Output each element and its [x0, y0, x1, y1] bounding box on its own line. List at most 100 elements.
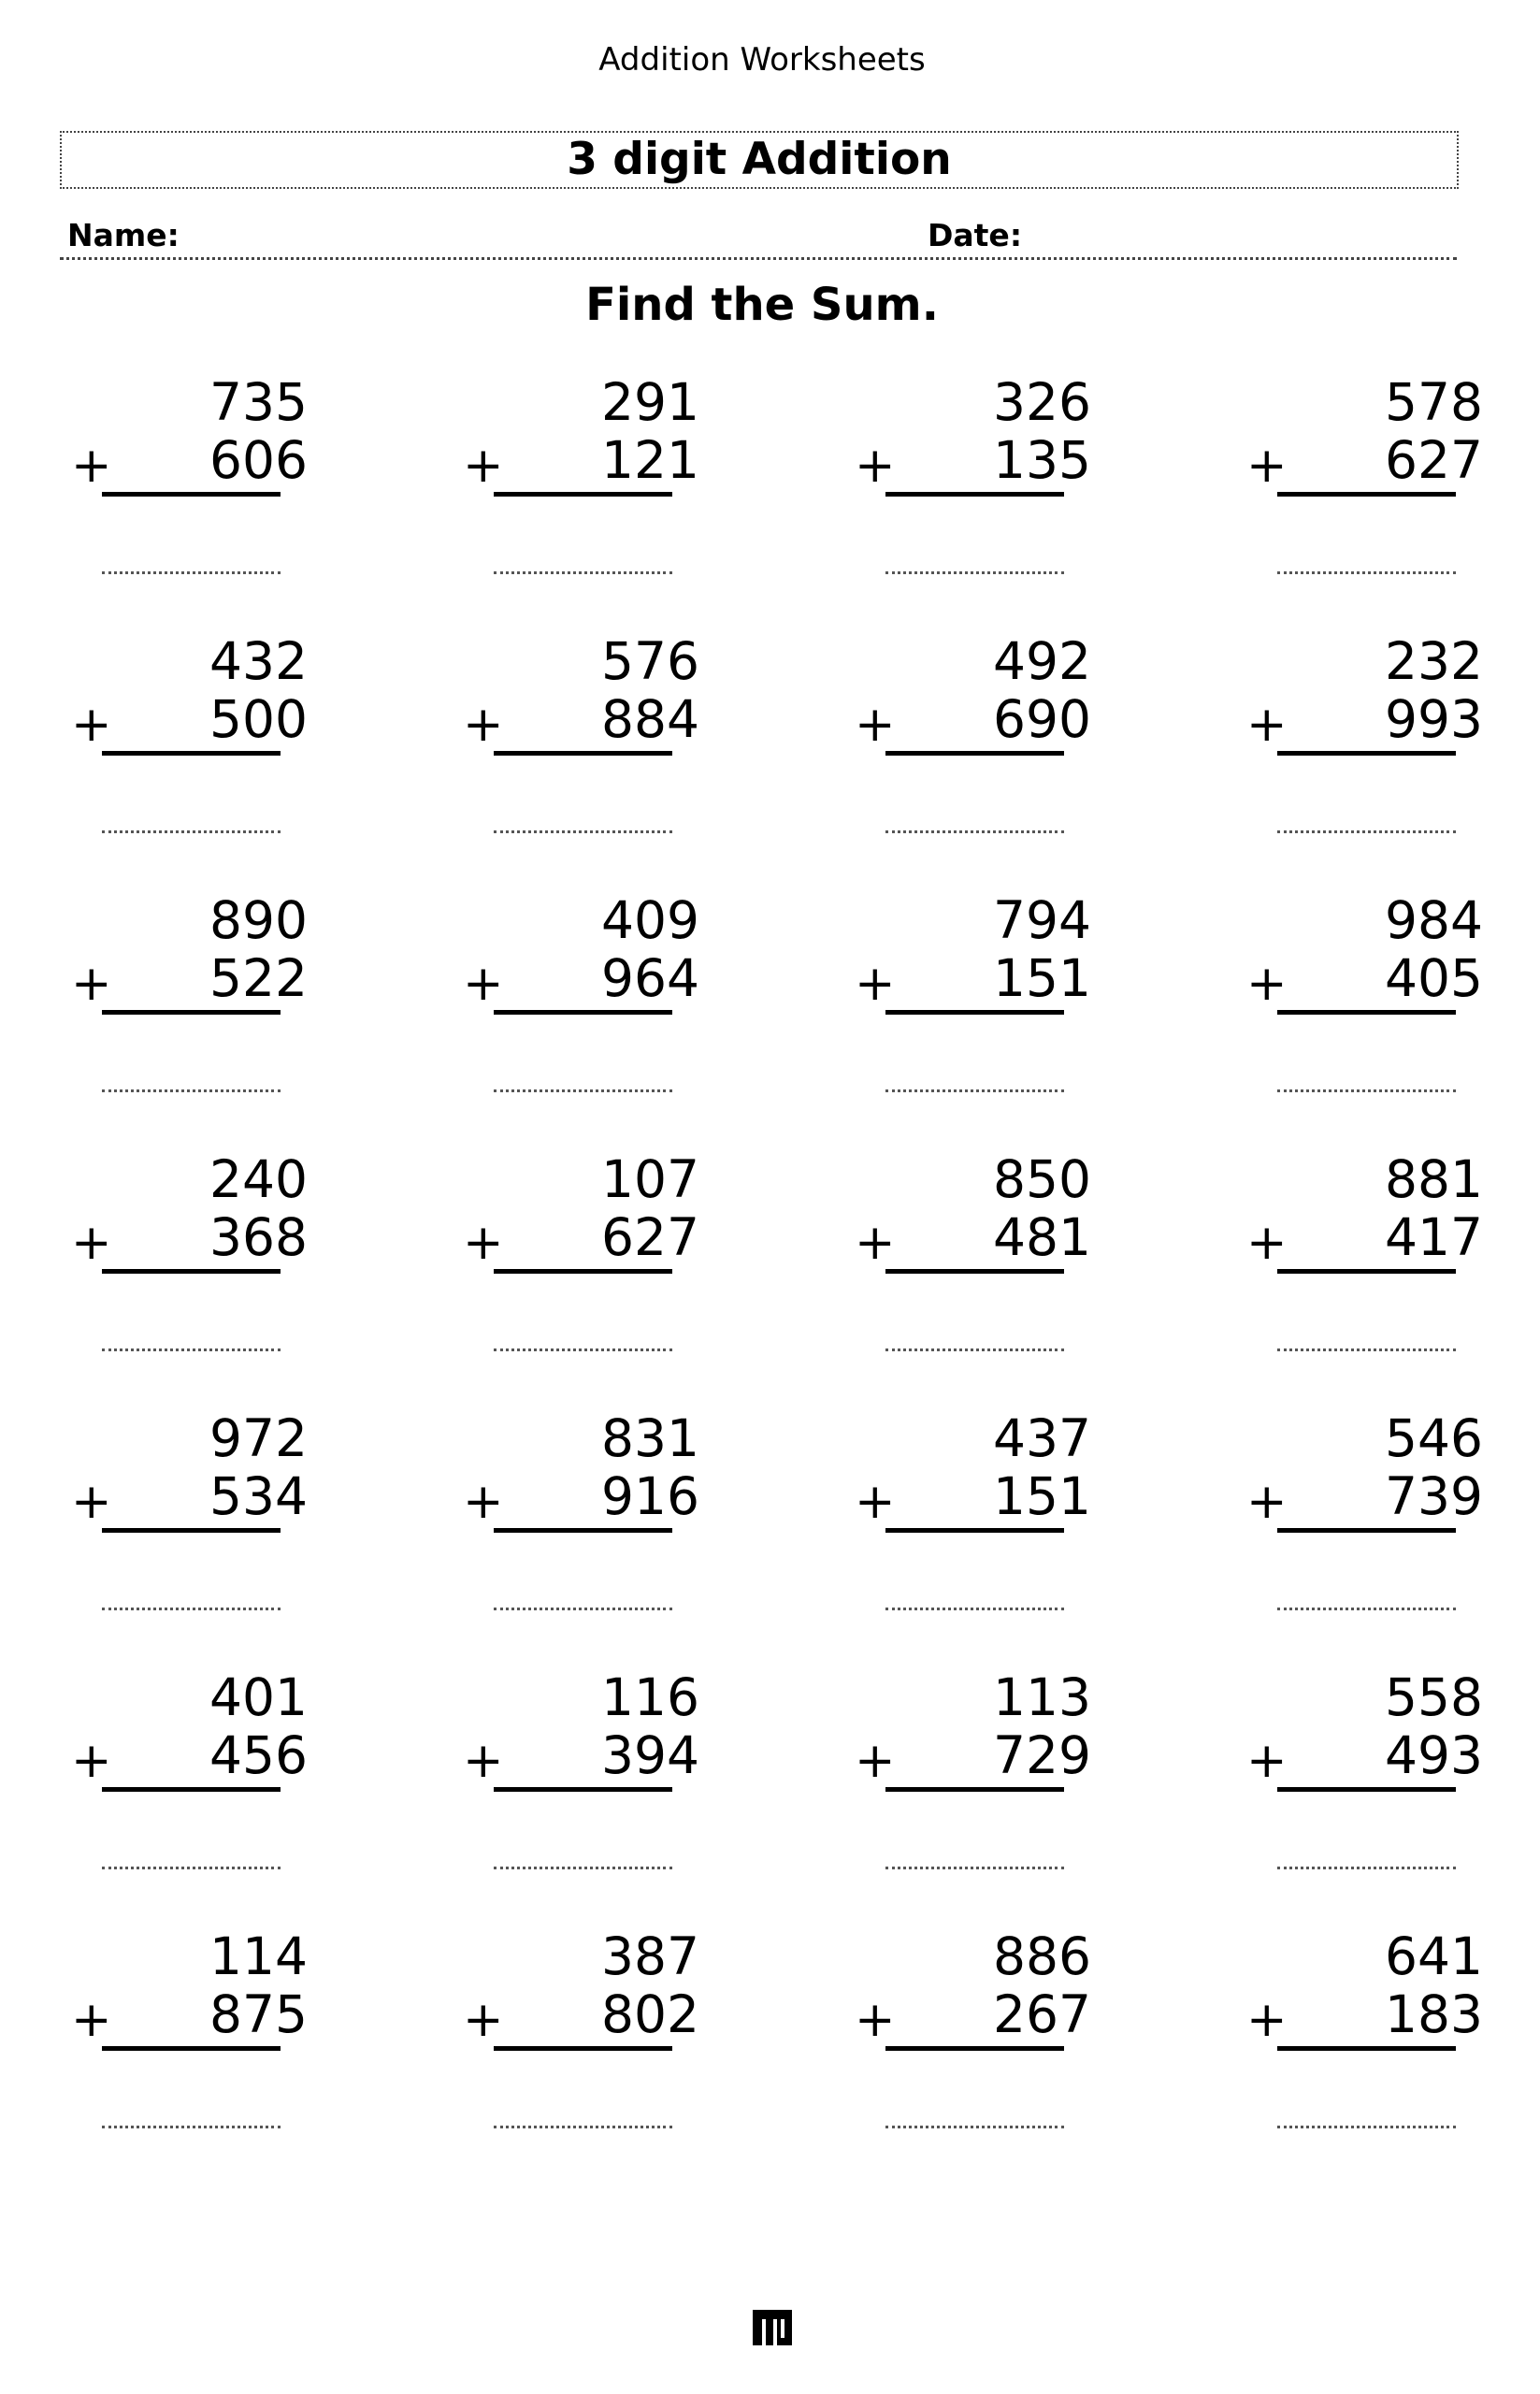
sum-rule — [494, 1787, 672, 1792]
answer-line[interactable] — [885, 571, 1064, 574]
answer-line[interactable] — [885, 1608, 1064, 1610]
second-addend: 151 — [993, 948, 1091, 1008]
sum-rule — [1277, 1010, 1456, 1015]
second-addend: 151 — [993, 1466, 1091, 1526]
addition-problem: 116 +394 — [463, 1669, 718, 1905]
addition-problem: 886 +267 — [855, 1928, 1110, 2164]
answer-line[interactable] — [102, 1608, 281, 1610]
plus-sign: + — [855, 1733, 896, 1789]
answer-line[interactable] — [102, 2126, 281, 2128]
page-header-title: Addition Worksheets — [598, 41, 926, 79]
first-addend: 387 — [601, 1926, 699, 1986]
answer-line[interactable] — [885, 2126, 1064, 2128]
answer-line[interactable] — [494, 571, 672, 574]
second-addend: 368 — [209, 1207, 308, 1267]
addition-problem: 972 +534 — [71, 1408, 326, 1646]
sum-rule — [1277, 1787, 1456, 1792]
plus-sign: + — [1246, 956, 1288, 1012]
name-date-line — [60, 257, 1457, 260]
answer-line[interactable] — [102, 1867, 281, 1869]
sum-rule — [102, 1010, 281, 1015]
addition-problem: 794 +151 — [855, 892, 1110, 1128]
second-addend: 993 — [1385, 689, 1483, 749]
second-addend: 493 — [1385, 1725, 1483, 1785]
answer-line[interactable] — [102, 830, 281, 833]
first-addend: 291 — [601, 372, 699, 432]
answer-line[interactable] — [494, 2126, 672, 2128]
sum-rule — [1277, 1528, 1456, 1533]
first-addend: 972 — [209, 1408, 308, 1468]
sum-rule — [102, 1787, 281, 1792]
first-addend: 578 — [1385, 372, 1483, 432]
plus-sign: + — [855, 438, 896, 494]
answer-line[interactable] — [102, 571, 281, 574]
addition-problem: 831 +916 — [463, 1410, 718, 1646]
sum-rule — [1277, 1269, 1456, 1274]
sum-rule — [494, 1528, 672, 1533]
plus-sign: + — [463, 697, 504, 753]
second-addend: 884 — [601, 689, 699, 749]
sum-rule — [885, 1269, 1064, 1274]
sum-rule — [885, 492, 1064, 497]
second-addend: 534 — [209, 1466, 308, 1526]
date-label: Date: — [928, 217, 1023, 253]
second-addend: 121 — [601, 430, 699, 490]
addition-problem: 546 +739 — [1246, 1408, 1502, 1646]
first-addend: 432 — [209, 631, 308, 691]
answer-line[interactable] — [1277, 1608, 1456, 1610]
answer-line[interactable] — [102, 1348, 281, 1351]
plus-sign: + — [463, 1215, 504, 1271]
plus-sign: + — [71, 1733, 112, 1789]
first-addend: 546 — [1385, 1408, 1483, 1468]
plus-sign: + — [71, 1215, 112, 1271]
answer-line[interactable] — [494, 1348, 672, 1351]
addition-problem: 326 +135 — [855, 374, 1110, 610]
answer-line[interactable] — [885, 830, 1064, 833]
answer-line[interactable] — [102, 1089, 281, 1092]
second-addend: 456 — [209, 1725, 308, 1785]
plus-sign: + — [1246, 697, 1288, 753]
first-addend: 107 — [601, 1149, 699, 1209]
answer-line[interactable] — [1277, 830, 1456, 833]
plus-sign: + — [71, 956, 112, 1012]
second-addend: 500 — [209, 689, 308, 749]
plus-sign: + — [855, 1215, 896, 1271]
first-addend: 890 — [209, 890, 308, 950]
answer-line[interactable] — [494, 1867, 672, 1869]
addition-problem: 387 +802 — [463, 1926, 718, 2164]
answer-line[interactable] — [494, 1089, 672, 1092]
answer-line[interactable] — [1277, 1089, 1456, 1092]
second-addend: 627 — [1385, 430, 1483, 490]
second-addend: 183 — [1385, 1984, 1483, 2044]
sum-rule — [102, 1269, 281, 1274]
addition-problem: 437 +151 — [855, 1410, 1110, 1646]
plus-sign: + — [71, 1474, 112, 1530]
first-addend: 114 — [209, 1926, 308, 1986]
first-addend: 232 — [1385, 631, 1483, 691]
sum-rule — [1277, 2046, 1456, 2051]
answer-line[interactable] — [885, 1089, 1064, 1092]
answer-line[interactable] — [494, 1608, 672, 1610]
addition-problem: 291 +121 — [463, 372, 718, 610]
sum-rule — [885, 2046, 1064, 2051]
addition-problem: 107 +627 — [463, 1149, 718, 1387]
first-addend: 641 — [1385, 1926, 1483, 1986]
addition-problem: 492 +690 — [855, 633, 1110, 869]
sum-rule — [1277, 492, 1456, 497]
answer-line[interactable] — [885, 1348, 1064, 1351]
sum-rule — [494, 751, 672, 756]
first-addend: 576 — [601, 631, 699, 691]
second-addend: 916 — [601, 1466, 699, 1526]
answer-line[interactable] — [885, 1867, 1064, 1869]
second-addend: 802 — [601, 1984, 699, 2044]
sum-rule — [494, 1010, 672, 1015]
answer-line[interactable] — [1277, 1867, 1456, 1869]
worksheet-title-box: 3 digit Addition — [60, 131, 1459, 189]
answer-line[interactable] — [494, 830, 672, 833]
answer-line[interactable] — [1277, 2126, 1456, 2128]
answer-line[interactable] — [1277, 571, 1456, 574]
sum-rule — [885, 1787, 1064, 1792]
addition-problem: 641 +183 — [1246, 1926, 1502, 2164]
answer-line[interactable] — [1277, 1348, 1456, 1351]
sum-rule — [494, 2046, 672, 2051]
